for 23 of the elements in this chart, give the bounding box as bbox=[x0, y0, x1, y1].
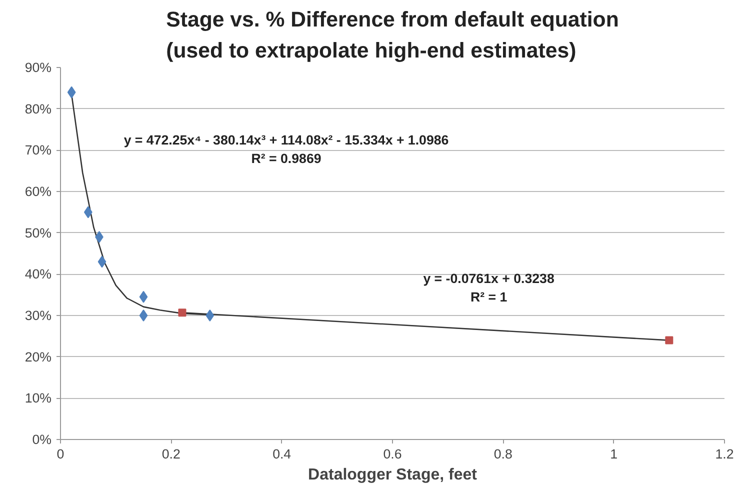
y-tick-label: 80% bbox=[24, 101, 52, 116]
y-tick-label: 50% bbox=[24, 225, 52, 240]
annotation: y = 472.25x⁴ - 380.14x³ + 114.08x² - 15.334x + 1.0986 bbox=[124, 132, 449, 148]
y-tick-label: 70% bbox=[24, 142, 52, 158]
y-tick-label: 60% bbox=[24, 184, 52, 199]
x-tick-label: 0.8 bbox=[494, 446, 512, 462]
annotation: R² = 0.9869 bbox=[251, 151, 322, 166]
y-tick-label: 0% bbox=[32, 432, 52, 447]
y-tick-label: 40% bbox=[24, 266, 52, 282]
annotation: R² = 1 bbox=[470, 290, 508, 305]
x-axis-title: Datalogger Stage, feet bbox=[308, 466, 478, 484]
x-tick-label: 0.6 bbox=[383, 446, 402, 462]
y-tick-label: 90% bbox=[24, 60, 52, 75]
x-tick-label: 1.2 bbox=[715, 446, 734, 462]
x-tick-label: 0.4 bbox=[272, 446, 292, 462]
x-tick-label: 1 bbox=[610, 446, 618, 462]
x-tick-label: 0 bbox=[56, 446, 64, 462]
y-tick-label: 20% bbox=[24, 349, 52, 364]
x-tick-label: 0.2 bbox=[162, 446, 180, 462]
chart-title: Stage vs. % Difference from default equation (used to extrapolate high-end estimates) bbox=[166, 7, 619, 62]
y-tick-label: 30% bbox=[24, 308, 52, 323]
annotation: y = -0.0761x + 0.3238 bbox=[423, 270, 554, 286]
y-tick-label: 10% bbox=[24, 390, 52, 406]
